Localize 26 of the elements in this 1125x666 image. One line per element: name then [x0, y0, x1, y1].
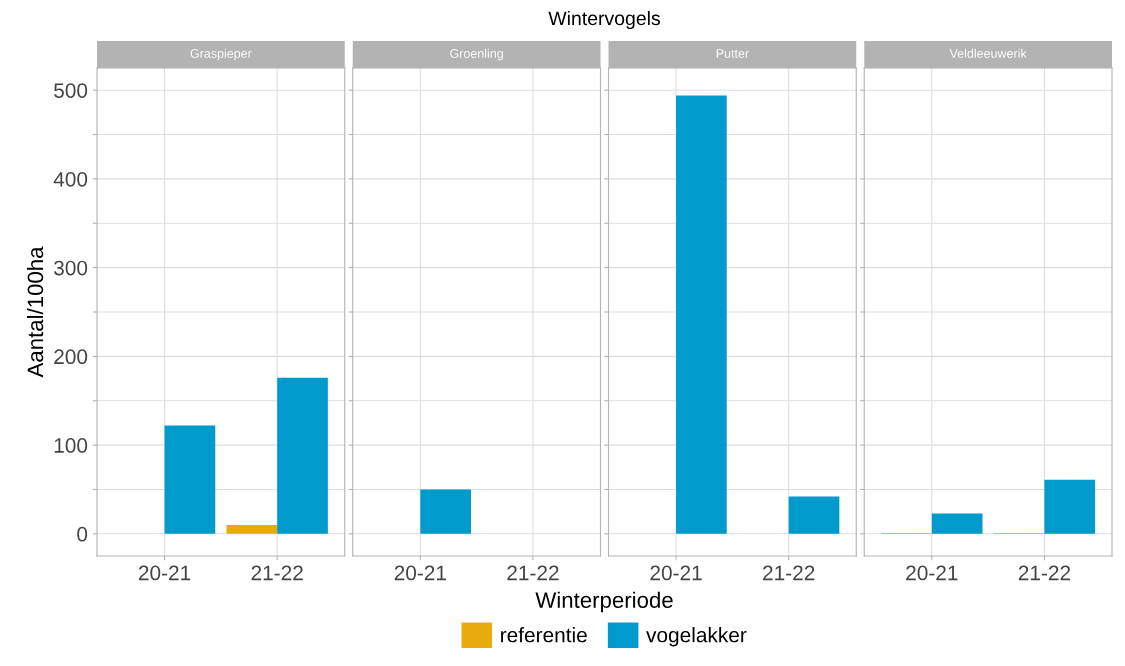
chart-title: Veldleeuwerik: [949, 48, 1027, 58]
bar: [277, 377, 328, 534]
x-tick-label: 21-22: [1018, 565, 1071, 581]
x-tick-label: 20-21: [650, 565, 702, 581]
y-tick-label: 200: [54, 349, 88, 365]
y-tick-label: 0: [77, 526, 88, 542]
x-tick-label: 20-21: [394, 565, 446, 581]
y-tick-label: 400: [53, 171, 88, 187]
x-tick-label: 21-22: [251, 565, 303, 581]
text: Winterperiode: [535, 591, 673, 613]
legend-label: vogelakker: [646, 627, 747, 647]
x-tick-label: 20-21: [906, 565, 958, 581]
bar: [226, 524, 278, 534]
y-tick-label: 300: [54, 260, 88, 276]
y-tick-label: 100: [54, 438, 88, 453]
y-axis-title: Aantal/100ha: [26, 246, 44, 378]
x-tick-label: 20-21: [138, 565, 191, 581]
legend-label: referentie: [501, 627, 587, 643]
chart-title: Graspieper: [190, 48, 252, 61]
chart-title: Putter: [716, 49, 749, 58]
y-tick-label: 500: [54, 83, 88, 98]
x-tick-label: 21-22: [763, 565, 815, 581]
bar: [164, 425, 216, 534]
chart-title: Groenling: [450, 48, 503, 61]
text: Wintervogels: [548, 10, 660, 30]
x-tick-label: 21-22: [507, 565, 559, 581]
